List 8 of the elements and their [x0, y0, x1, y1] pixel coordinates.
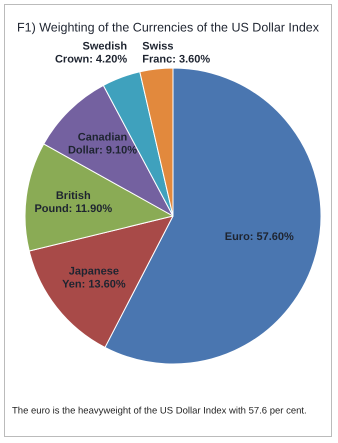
- text: The euro is the heavyweight of the US Dollar Index with 57.6 per cent.: [12, 406, 307, 416]
- slice-label: British Pound: 11.90%: [34, 190, 112, 215]
- slice-label: Euro: 57.60%: [224, 231, 294, 243]
- slice-label: Swedish Crown: 4.20%: [54, 40, 128, 66]
- chart-title: F1) Weighting of the Currencies of the US Dollar Index: [17, 20, 320, 34]
- slice-label: Swiss Franc: 3.60%: [142, 40, 210, 66]
- slice-label: Japanese Yen: 13.60%: [62, 266, 126, 291]
- slice-label: Canadian Dollar: 9.10%: [68, 132, 138, 157]
